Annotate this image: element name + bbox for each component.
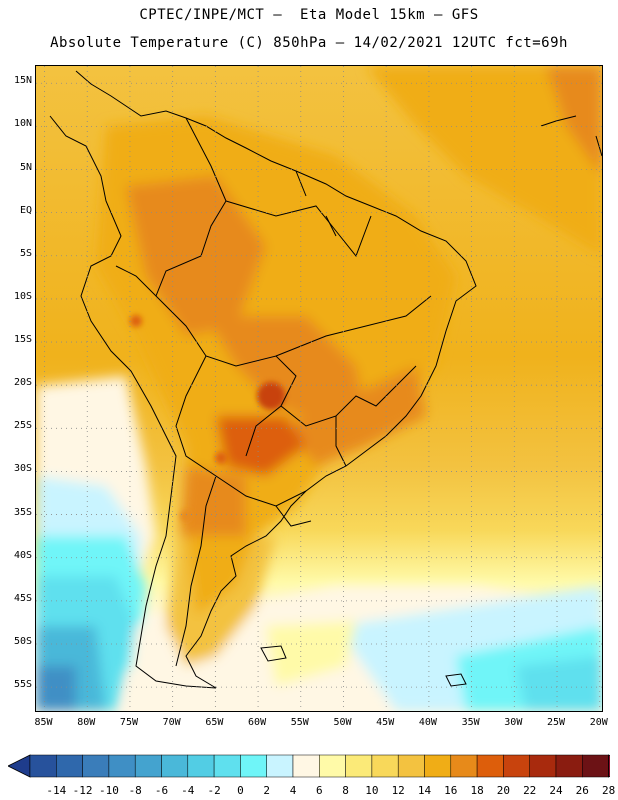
colorbar-cell [213, 754, 241, 778]
lat-tick-label: 15S [13, 334, 32, 346]
colorbar-tick-label: 22 [523, 784, 537, 797]
colorbar-tick-label: 12 [391, 784, 405, 797]
lat-tick-label: 40S [13, 549, 32, 561]
lat-tick-label: 20S [13, 377, 32, 389]
lon-tick-label: 25W [546, 717, 566, 728]
lon-tick-label: 55W [290, 717, 309, 728]
colorbar-tick-label: 18 [470, 784, 484, 797]
temperature-field [36, 66, 602, 711]
colorbar-cell [582, 754, 609, 778]
lat-tick-label: 10N [13, 118, 32, 130]
lon-tick-label: 70W [162, 717, 181, 728]
colorbar-tick-label: -14 [46, 784, 67, 797]
colorbar-max-arrow [608, 754, 610, 778]
colorbar-cell [555, 754, 583, 778]
lon-tick-label: 35W [461, 717, 480, 728]
colorbar-cell [529, 754, 557, 778]
lat-tick-label: 45S [13, 592, 32, 604]
colorbar-cell [319, 754, 346, 778]
colorbar-tick-label: 6 [315, 784, 323, 797]
colorbar-tick-label: -4 [181, 784, 195, 797]
lat-tick-label: 10S [13, 290, 32, 302]
colorbar-tick-label: -10 [98, 784, 119, 797]
chart-subtitle: Absolute Temperature (C) 850hPa – 14/02/… [50, 35, 568, 51]
colorbar-tick-label: 0 [237, 784, 244, 797]
colorbar-tick-label: 10 [365, 784, 379, 797]
colorbar-tick-label: -12 [72, 784, 93, 797]
colorbar-cell [240, 754, 267, 778]
colorbar-tick-label: 14 [417, 784, 432, 797]
colorbar-cell [161, 754, 189, 778]
colorbar-min-arrow [8, 754, 31, 778]
temperature-detail [130, 315, 285, 522]
lon-tick-label: 50W [333, 717, 352, 728]
lat-tick-label: 55S [13, 679, 32, 691]
chart-title: CPTEC/INPE/MCT – Eta Model 15km – GFS [139, 7, 479, 23]
colorbar-cell [345, 754, 373, 778]
colorbar-cell [266, 754, 294, 778]
colorbar-tick-label: 26 [575, 784, 589, 797]
colorbar-tick-label: -6 [154, 784, 169, 797]
colorbar-cell [424, 754, 452, 778]
colorbar-cell [82, 754, 110, 778]
lon-tick-label: 45W [376, 717, 395, 728]
colorbar-tick-label: 20 [496, 784, 511, 797]
lat-tick-label: 35S [13, 506, 32, 518]
colorbar-cell [29, 754, 57, 778]
colorbar-cell [187, 754, 215, 778]
colorbar-cell [108, 754, 136, 778]
lon-tick-label: 30W [504, 717, 523, 728]
colorbar-tick-label: 2 [263, 784, 270, 797]
lat-tick-label: 5N [19, 161, 32, 173]
temperature-map [36, 66, 602, 711]
colorbar-tick-label: -2 [207, 784, 221, 797]
colorbar-tick-label: 8 [342, 784, 349, 797]
map-panel [35, 65, 603, 712]
lat-tick-label: EQ [19, 204, 32, 216]
colorbar-cell [450, 754, 478, 778]
lat-tick-label: 50S [13, 635, 32, 647]
colorbar-cell [476, 754, 504, 778]
lon-tick-label: 75W [119, 717, 138, 728]
colorbar-cell [371, 754, 399, 778]
lat-tick-label: 15N [13, 75, 32, 87]
colorbar-cell [134, 754, 162, 778]
coastlines [49, 70, 602, 689]
colorbar-tick-label: 28 [601, 784, 616, 797]
lon-tick-label: 20W [589, 717, 608, 728]
colorbar-tick-label: -8 [128, 784, 142, 797]
colorbar-cell [503, 754, 530, 778]
colorbar-cell [292, 754, 320, 778]
lat-tick-label: 25S [13, 420, 32, 432]
colorbar-tick-label: 24 [549, 784, 563, 797]
lon-tick-label: 65W [205, 717, 224, 728]
colorbar-cell [56, 754, 83, 778]
lat-tick-label: 5S [19, 247, 32, 259]
lon-tick-label: 85W [34, 717, 53, 728]
lon-tick-label: 40W [418, 717, 437, 728]
lat-tick-label: 30S [13, 463, 32, 475]
colorbar-tick-label: 16 [444, 784, 458, 797]
colorbar-cell [397, 754, 425, 778]
colorbar-tick-label: 4 [289, 784, 297, 797]
colorbar [8, 754, 610, 778]
lon-tick-label: 80W [77, 717, 96, 728]
lon-tick-label: 60W [248, 717, 267, 728]
